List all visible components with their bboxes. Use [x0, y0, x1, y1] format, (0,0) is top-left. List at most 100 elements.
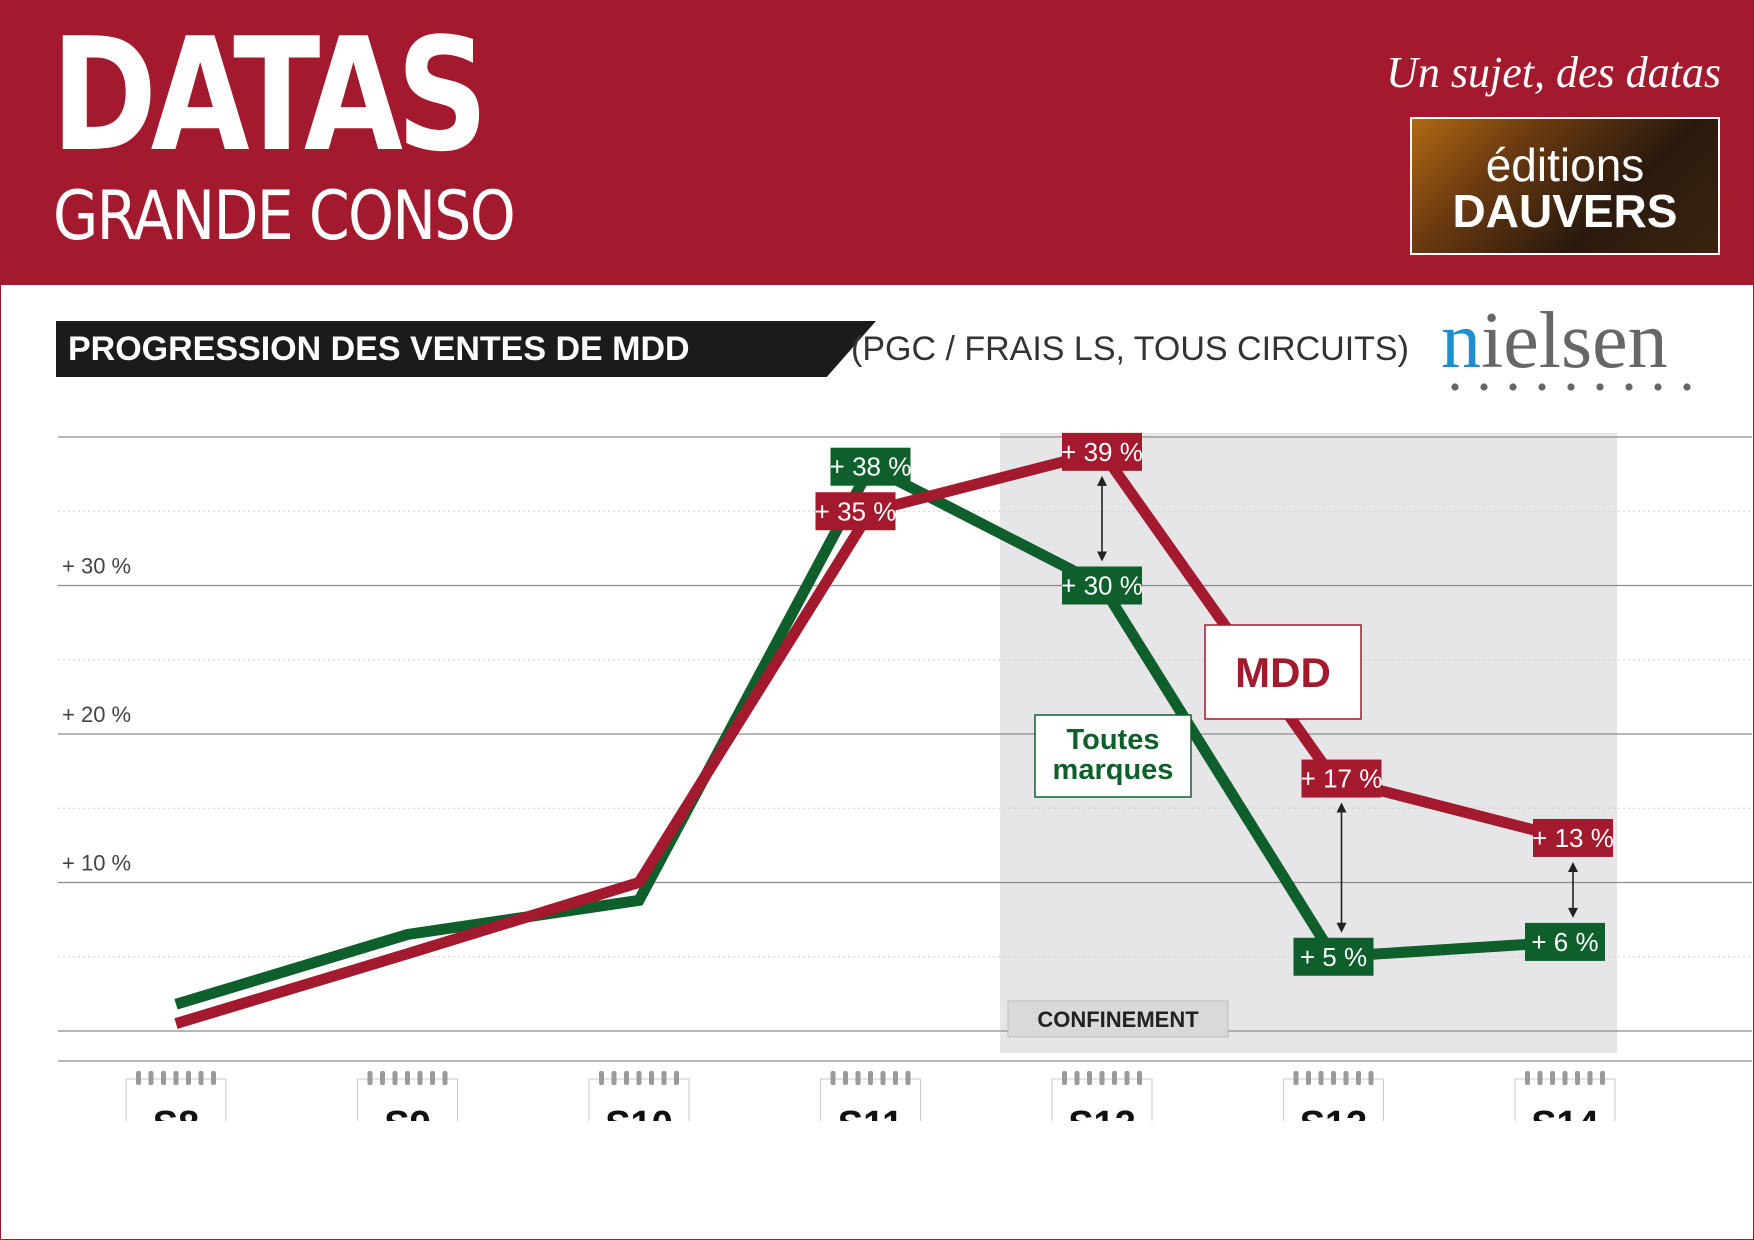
calendar-ring — [880, 1071, 886, 1085]
chart-title: PROGRESSION DES VENTES DE MDD — [68, 330, 690, 368]
y-tick-label: + 20 % — [62, 702, 131, 727]
y-tick-label: + 10 % — [62, 851, 131, 876]
source-logo-dots — [1451, 383, 1691, 391]
calendar-icon: S9 — [357, 1071, 458, 1121]
calendar-ring — [1537, 1071, 1543, 1085]
brand-subtitle: GRANDE CONSO — [53, 177, 516, 256]
legend-mdd-box — [1204, 624, 1362, 720]
calendar-ring — [599, 1071, 604, 1085]
legend-toutes-marques-label: Toutes — [1067, 724, 1160, 756]
calendar-ring — [1368, 1071, 1374, 1085]
calendar-ring — [1137, 1071, 1142, 1085]
calendar-ring — [173, 1071, 179, 1085]
source-logo-dot — [1567, 383, 1575, 391]
data-label: + 38 % — [830, 452, 912, 482]
source-logo-dot — [1451, 383, 1459, 391]
calendar-icon: S11 — [820, 1071, 921, 1121]
calendar-ring — [417, 1071, 423, 1085]
calendar-ring — [674, 1071, 679, 1085]
data-label: + 39 % — [1061, 437, 1143, 467]
calendar-ring — [392, 1071, 398, 1085]
calendar-ring — [161, 1071, 166, 1085]
data-label-box — [1062, 566, 1142, 605]
calendar-ring — [868, 1071, 873, 1085]
calendar-ring — [1099, 1071, 1105, 1085]
source-logo: nielsen — [1441, 301, 1701, 401]
calendar-ring — [1550, 1071, 1555, 1085]
calendar-ring — [1562, 1071, 1568, 1085]
calendar-icon: S10 — [588, 1071, 690, 1121]
calendar-ring — [1062, 1071, 1067, 1085]
chart-title-banner-bg — [56, 321, 876, 377]
legend-toutes-marques-box — [1034, 714, 1192, 798]
data-label: + 13 % — [1532, 823, 1614, 853]
calendar-ring — [380, 1071, 385, 1085]
calendar-ring — [198, 1071, 204, 1085]
calendar-ring — [1356, 1071, 1361, 1085]
calendar-ring — [148, 1071, 154, 1085]
source-logo-dot — [1509, 383, 1517, 391]
source-logo-dot — [1625, 383, 1633, 391]
calendar-ring — [624, 1071, 629, 1085]
gap-arrow-head — [1097, 551, 1107, 562]
source-logo-dot — [1538, 383, 1546, 391]
calendar-ring — [611, 1071, 617, 1085]
gap-arrow-head — [1097, 475, 1107, 486]
calendar-page — [1283, 1078, 1384, 1121]
calendar-ring — [855, 1071, 861, 1085]
source-logo-dot — [1480, 383, 1488, 391]
gap-arrow-head — [1336, 922, 1347, 933]
calendar-icon: S13 — [1283, 1071, 1384, 1121]
tagline: Un sujet, des datas — [1386, 48, 1721, 97]
calendar-ring — [430, 1071, 435, 1085]
calendar-ring — [1087, 1071, 1092, 1085]
week-label: S9 — [384, 1104, 430, 1121]
source-logo-rest: ielsen — [1481, 297, 1668, 385]
calendar-ring — [1074, 1071, 1080, 1085]
source-logo-dot — [1654, 383, 1662, 391]
calendar-icon: S8 — [125, 1071, 227, 1121]
calendar-ring — [405, 1071, 410, 1085]
calendar-ring — [1112, 1071, 1117, 1085]
gap-arrow-head — [1568, 861, 1578, 872]
y-tick-label: + 30 % — [62, 554, 131, 579]
legend-toutes-marques-label: marques — [1053, 754, 1174, 786]
data-label-box — [815, 492, 896, 531]
week-label: S10 — [605, 1104, 673, 1121]
data-label: + 5 % — [1300, 942, 1367, 972]
data-label-box — [1301, 759, 1382, 798]
calendar-ring — [1318, 1071, 1324, 1085]
chart-subtitle: (PGC / FRAIS LS, TOUS CIRCUITS) — [851, 330, 1409, 368]
week-label: S8 — [153, 1104, 199, 1121]
data-label-box — [1062, 432, 1142, 471]
chart-area: + 10 % + 20 % + 30 % + 38 % + 30 % + 5 % + 6 %… — [1, 421, 1753, 1121]
calendar-ring — [1293, 1071, 1299, 1085]
data-label: + 35 % — [815, 496, 897, 526]
calendar-ring — [649, 1071, 654, 1085]
calendar-ring — [1124, 1071, 1130, 1085]
header-banner: DATAS GRANDE CONSO Un sujet, des datas é… — [1, 1, 1753, 285]
data-label-box — [1293, 937, 1374, 976]
calendar-ring — [136, 1071, 141, 1085]
source-logo-dot — [1596, 383, 1604, 391]
confinement-label-box — [1007, 1000, 1229, 1038]
week-label: S12 — [1068, 1104, 1136, 1121]
publisher-logo-line2: DAUVERS — [1452, 185, 1678, 237]
calendar-ring — [893, 1071, 898, 1085]
calendar-ring — [186, 1071, 191, 1085]
confinement-label: CONFINEMENT — [1037, 1007, 1199, 1032]
data-label: + 17 % — [1301, 764, 1383, 794]
gap-arrow-head — [1336, 802, 1347, 813]
data-label: + 30 % — [1061, 571, 1143, 601]
calendar-icon: S12 — [1051, 1071, 1153, 1121]
source-logo-dot — [1683, 383, 1691, 391]
calendar-ring — [1306, 1071, 1311, 1085]
calendar-page — [820, 1078, 921, 1121]
calendar-ring — [830, 1071, 836, 1085]
gap-arrow-head — [1568, 907, 1578, 918]
chart-title-banner: PROGRESSION DES VENTES DE MDD — [56, 321, 876, 377]
calendar-ring — [1575, 1071, 1580, 1085]
week-label: S11 — [838, 1104, 904, 1121]
source-logo-initial: n — [1441, 297, 1481, 385]
calendar-page — [125, 1078, 227, 1121]
